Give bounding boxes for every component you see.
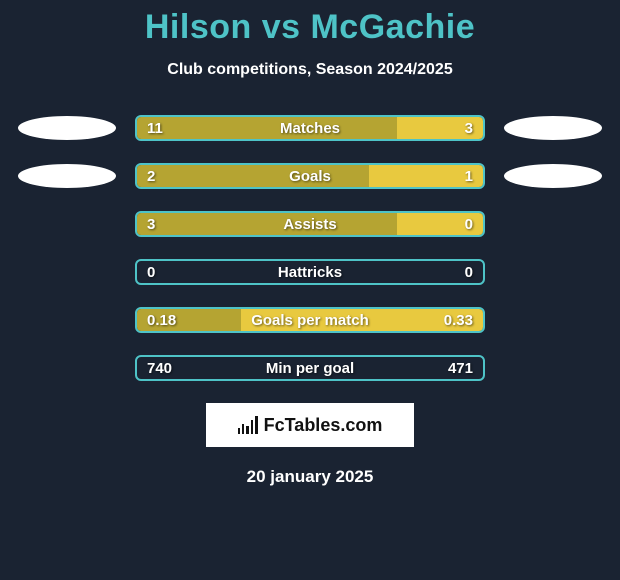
stat-label: Hattricks bbox=[137, 261, 483, 283]
value-left: 3 bbox=[147, 213, 155, 235]
player-badge-left bbox=[17, 116, 117, 140]
stat-bar: 30Assists bbox=[135, 211, 485, 237]
player-badge-right bbox=[503, 308, 603, 332]
value-left: 2 bbox=[147, 165, 155, 187]
value-right: 1 bbox=[465, 165, 473, 187]
player-badge-right bbox=[503, 212, 603, 236]
stat-bar: 740 471Min per goal bbox=[135, 355, 485, 381]
player-badge-right bbox=[503, 356, 603, 380]
stat-bar: 0 0Hattricks bbox=[135, 259, 485, 285]
value-right: 471 bbox=[448, 357, 473, 379]
value-left: 0 bbox=[147, 261, 155, 283]
bar-segment-left bbox=[137, 117, 397, 139]
stat-row: 30Assists bbox=[0, 211, 620, 237]
player-badge-right bbox=[503, 116, 603, 140]
value-left: 740 bbox=[147, 357, 172, 379]
page-title: Hilson vs McGachie bbox=[0, 8, 620, 47]
player-badge-left bbox=[17, 356, 117, 380]
stat-bar: 0.180.33Goals per match bbox=[135, 307, 485, 333]
avatar-ellipse bbox=[18, 164, 116, 188]
stats-comparison-card: Hilson vs McGachie Club competitions, Se… bbox=[0, 0, 620, 487]
avatar-ellipse bbox=[504, 164, 602, 188]
stat-row: 21Goals bbox=[0, 163, 620, 189]
bar-chart-icon bbox=[238, 416, 258, 434]
brand-badge[interactable]: FcTables.com bbox=[206, 403, 414, 447]
player-badge-left bbox=[17, 308, 117, 332]
value-left: 0.18 bbox=[147, 309, 176, 331]
bars-list: 113Matches21Goals30Assists00Hattricks0.1… bbox=[0, 115, 620, 381]
value-right: 0 bbox=[465, 261, 473, 283]
player-badge-right bbox=[503, 164, 603, 188]
date-label: 20 january 2025 bbox=[0, 467, 620, 487]
player-badge-right bbox=[503, 260, 603, 284]
stat-row: 740 471Min per goal bbox=[0, 355, 620, 381]
subtitle: Club competitions, Season 2024/2025 bbox=[0, 61, 620, 79]
player-badge-left bbox=[17, 164, 117, 188]
value-right: 0.33 bbox=[444, 309, 473, 331]
value-right: 3 bbox=[465, 117, 473, 139]
player-badge-left bbox=[17, 260, 117, 284]
brand-text: FcTables.com bbox=[264, 415, 383, 436]
bar-segment-left bbox=[137, 165, 369, 187]
stat-row: 113Matches bbox=[0, 115, 620, 141]
bar-segment-left bbox=[137, 213, 397, 235]
value-right: 0 bbox=[465, 213, 473, 235]
avatar-ellipse bbox=[18, 116, 116, 140]
stat-row: 0 0Hattricks bbox=[0, 259, 620, 285]
player-badge-left bbox=[17, 212, 117, 236]
stat-row: 0.180.33Goals per match bbox=[0, 307, 620, 333]
avatar-ellipse bbox=[504, 116, 602, 140]
value-left: 11 bbox=[147, 117, 163, 139]
stat-bar: 21Goals bbox=[135, 163, 485, 189]
stat-label: Min per goal bbox=[137, 357, 483, 379]
stat-bar: 113Matches bbox=[135, 115, 485, 141]
